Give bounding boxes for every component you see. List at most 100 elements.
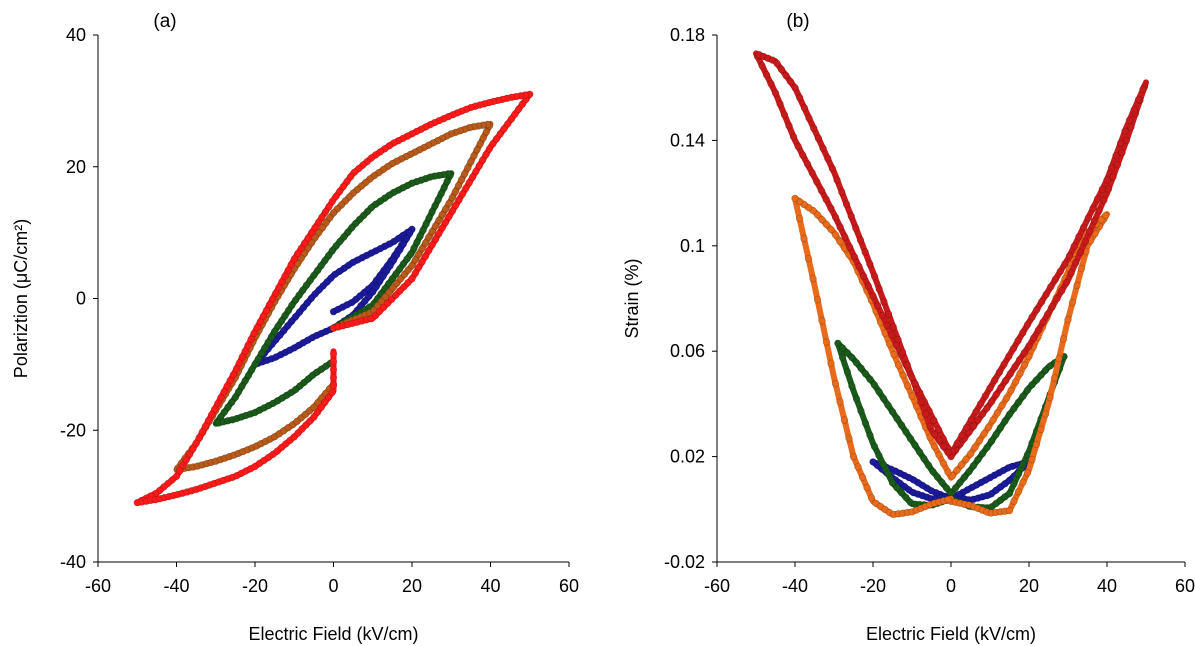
data-point <box>809 274 817 283</box>
data-point <box>975 436 984 445</box>
data-point <box>295 291 303 299</box>
data-point <box>307 229 316 237</box>
data-point <box>1093 195 1102 203</box>
data-point <box>247 335 255 343</box>
data-point <box>1039 318 1047 326</box>
data-point <box>967 416 975 424</box>
data-point <box>318 224 327 232</box>
data-point <box>1000 360 1008 369</box>
data-point <box>318 213 326 221</box>
data-point <box>1047 283 1055 291</box>
data-point <box>791 194 799 203</box>
data-point <box>461 170 469 178</box>
data-point <box>1020 361 1029 369</box>
data-point <box>870 272 879 281</box>
data-point <box>1046 362 1054 370</box>
data-point <box>262 306 271 315</box>
data-point <box>176 467 184 475</box>
x-tick-label: -40 <box>782 576 808 596</box>
data-point <box>317 261 325 270</box>
data-point <box>452 201 460 210</box>
data-point <box>833 176 841 184</box>
data-point <box>987 397 996 406</box>
data-point <box>1043 310 1052 318</box>
data-point <box>278 278 286 286</box>
data-point <box>831 379 840 388</box>
data-point <box>385 280 393 288</box>
data-point <box>306 276 314 285</box>
data-point <box>251 360 259 369</box>
data-point <box>879 394 888 403</box>
data-point <box>989 416 997 424</box>
data-point <box>1033 305 1041 314</box>
data-point <box>457 176 466 184</box>
x-tick-label: -20 <box>242 576 268 596</box>
data-point <box>972 408 980 416</box>
data-point <box>1139 85 1147 94</box>
data-point <box>1002 394 1011 402</box>
data-point <box>978 410 987 418</box>
data-point <box>894 361 903 369</box>
data-point <box>385 288 393 296</box>
data-point <box>418 244 426 253</box>
data-point <box>313 266 322 275</box>
data-point <box>1032 376 1041 384</box>
data-point <box>1125 116 1134 125</box>
data-point <box>1107 164 1116 172</box>
data-point <box>1064 315 1072 324</box>
data-point <box>906 434 915 443</box>
data-point <box>462 184 470 193</box>
data-point <box>299 303 308 312</box>
y-tick-label: 0 <box>76 289 86 309</box>
data-point <box>845 434 853 443</box>
data-point <box>514 105 523 113</box>
data-point <box>425 214 433 222</box>
data-point <box>402 234 411 243</box>
data-point <box>182 456 191 464</box>
data-point <box>328 197 336 206</box>
data-point <box>248 366 256 374</box>
data-point <box>1065 252 1074 260</box>
data-point <box>332 192 340 201</box>
data-point <box>411 256 420 264</box>
data-point <box>1042 290 1050 299</box>
data-point <box>873 302 882 310</box>
data-point <box>847 212 855 220</box>
data-point <box>244 341 252 349</box>
data-point <box>396 265 404 273</box>
data-point <box>326 214 334 222</box>
data-point <box>856 236 865 244</box>
data-point <box>1076 248 1085 256</box>
series-line <box>834 340 1068 511</box>
data-point <box>1077 264 1086 273</box>
data-point <box>995 368 1004 376</box>
data-point <box>924 461 933 469</box>
data-point <box>348 223 356 232</box>
data-point <box>794 142 802 151</box>
data-point <box>917 398 925 406</box>
data-point <box>1001 417 1009 425</box>
data-point <box>392 270 400 278</box>
x-tick-label: 0 <box>328 576 338 596</box>
data-point <box>313 408 322 416</box>
data-point <box>1084 214 1093 222</box>
data-point <box>944 495 952 504</box>
data-point <box>311 290 319 298</box>
data-point <box>966 450 975 458</box>
data-point <box>805 114 813 122</box>
data-point <box>848 353 856 362</box>
data-point <box>303 299 311 307</box>
data-point <box>275 283 283 292</box>
data-point <box>971 443 979 451</box>
data-point <box>843 368 851 376</box>
data-point <box>1028 313 1036 321</box>
data-point <box>758 61 766 70</box>
data-point <box>984 423 993 431</box>
data-point <box>518 100 527 108</box>
data-point <box>930 416 938 424</box>
data-point <box>1014 398 1023 406</box>
data-point <box>280 326 288 335</box>
data-point <box>799 151 807 159</box>
data-point <box>1095 206 1103 215</box>
